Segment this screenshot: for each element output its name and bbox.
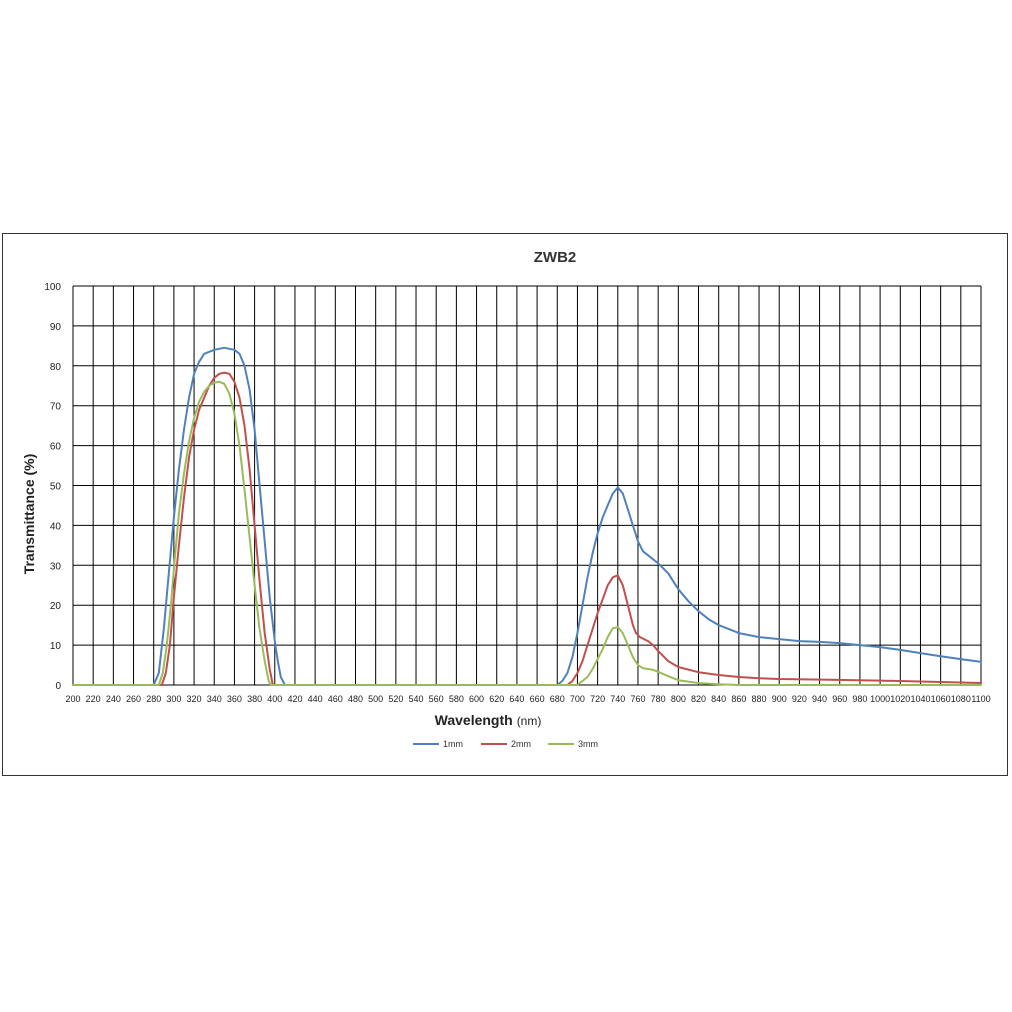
x-tick-label: 240 <box>106 694 121 704</box>
x-tick-label: 480 <box>348 694 363 704</box>
x-tick-label: 960 <box>832 694 847 704</box>
x-tick-label: 800 <box>671 694 686 704</box>
x-tick-label: 620 <box>489 694 504 704</box>
y-tick-label: 10 <box>50 641 62 652</box>
x-tick-label: 260 <box>126 694 141 704</box>
x-tick-label: 200 <box>65 694 80 704</box>
x-tick-label: 640 <box>509 694 524 704</box>
series-lines <box>72 346 982 686</box>
x-tick-label: 860 <box>731 694 746 704</box>
legend-label: 3mm <box>578 739 598 749</box>
legend: 1mm 2mm 3mm <box>413 739 598 749</box>
y-tick-label: 70 <box>50 402 62 413</box>
chart-title: ZWB2 <box>534 249 577 266</box>
x-tick-label: 520 <box>388 694 403 704</box>
x-tick-label: 320 <box>187 694 202 704</box>
x-tick-label: 360 <box>227 694 242 704</box>
y-ticks: 0 10 20 30 40 50 60 70 80 90 100 <box>44 282 61 692</box>
y-tick-label: 100 <box>44 282 61 293</box>
x-tick-label: 560 <box>429 694 444 704</box>
x-tick-label: 600 <box>469 694 484 704</box>
series-line-1mm <box>72 346 982 686</box>
x-axis-title-unit: (nm) <box>517 714 542 728</box>
x-tick-label: 300 <box>166 694 181 704</box>
x-tick-label: 1100 <box>971 694 990 704</box>
grid <box>72 285 982 686</box>
x-tick-label: 920 <box>792 694 807 704</box>
y-tick-label: 50 <box>50 482 62 493</box>
x-tick-label: 940 <box>812 694 827 704</box>
legend-item-2mm: 2mm <box>481 739 531 749</box>
x-tick-label: 840 <box>711 694 726 704</box>
series-line-2mm <box>72 371 982 686</box>
x-tick-label: 1080 <box>951 694 971 704</box>
legend-label: 1mm <box>443 739 463 749</box>
y-tick-label: 30 <box>50 561 62 572</box>
series-line-3mm <box>72 380 982 686</box>
y-tick-label: 60 <box>50 442 62 453</box>
x-tick-label: 460 <box>328 694 343 704</box>
x-axis-title-main: Wavelength <box>435 712 513 728</box>
y-tick-label: 40 <box>50 521 62 532</box>
x-tick-label: 780 <box>651 694 666 704</box>
legend-item-1mm: 1mm <box>413 739 463 749</box>
x-tick-label: 220 <box>86 694 101 704</box>
y-tick-label: 0 <box>55 681 61 692</box>
x-tick-label: 500 <box>368 694 383 704</box>
x-tick-label: 400 <box>267 694 282 704</box>
x-ticks: 200 220 240 260 280 300 320 340 360 380 400 420 440 4… <box>65 694 990 704</box>
x-tick-label: 1020 <box>890 694 910 704</box>
x-tick-label: 900 <box>772 694 787 704</box>
x-tick-label: 660 <box>530 694 545 704</box>
x-tick-label: 980 <box>852 694 867 704</box>
chart-frame: ZWB2 0 10 20 30 40 50 60 70 80 90 100 200 220 240 260… <box>2 233 1008 776</box>
x-tick-label: 1040 <box>910 694 930 704</box>
legend-label: 2mm <box>511 739 531 749</box>
x-tick-label: 1000 <box>870 694 890 704</box>
x-tick-label: 280 <box>146 694 161 704</box>
x-tick-label: 580 <box>449 694 464 704</box>
x-tick-label: 820 <box>691 694 706 704</box>
x-tick-label: 720 <box>590 694 605 704</box>
y-tick-label: 90 <box>50 322 62 333</box>
y-tick-label: 80 <box>50 362 62 373</box>
legend-item-3mm: 3mm <box>548 739 598 749</box>
y-axis-title: Transmittance (%) <box>21 454 37 575</box>
x-axis-title: Wavelength (nm) <box>435 712 542 728</box>
x-tick-label: 540 <box>409 694 424 704</box>
x-tick-label: 880 <box>752 694 767 704</box>
x-tick-label: 440 <box>308 694 323 704</box>
x-tick-label: 680 <box>550 694 565 704</box>
x-tick-label: 420 <box>287 694 302 704</box>
x-tick-label: 340 <box>207 694 222 704</box>
y-tick-label: 20 <box>50 601 62 612</box>
x-tick-label: 760 <box>630 694 645 704</box>
x-tick-label: 380 <box>247 694 262 704</box>
x-tick-label: 700 <box>570 694 585 704</box>
x-tick-label: 740 <box>610 694 625 704</box>
x-tick-label: 1060 <box>931 694 951 704</box>
